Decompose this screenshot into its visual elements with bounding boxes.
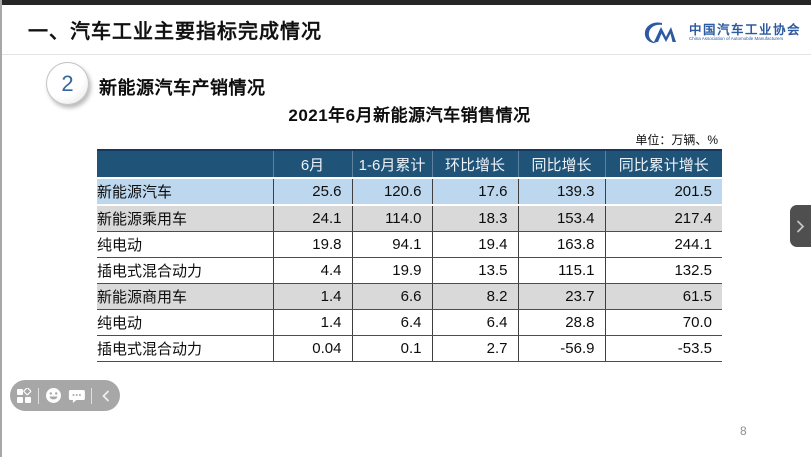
floating-toolbar <box>10 380 120 411</box>
sales-table: 6月 1-6月累计 环比增长 同比增长 同比累计增长 新能源汽车 25.6 120.6 17.… <box>97 149 722 362</box>
logo-name-en: China Association of Automobile Manufact… <box>688 36 784 42</box>
table-title: 2021年6月新能源汽车销售情况 <box>288 106 531 125</box>
value-cell: 61.5 <box>604 283 722 310</box>
association-logo: 中国汽车工业协会 China Association of Automobile… <box>642 19 801 47</box>
value-cell: 120.6 <box>351 178 432 206</box>
row-label: 插电式混合动力 <box>97 257 273 284</box>
column-header: 6月 <box>272 150 352 179</box>
column-header: 环比增长 <box>431 150 518 179</box>
table-row: 新能源汽车 25.6 120.6 17.6 139.3 201.5 <box>97 178 722 206</box>
row-label: 纯电动 <box>97 309 273 336</box>
row-label: 纯电动 <box>97 231 273 258</box>
page-number: 8 <box>740 424 747 438</box>
row-label: 新能源汽车 <box>97 178 273 206</box>
value-cell: 19.4 <box>431 231 518 258</box>
value-cell: 132.5 <box>604 257 722 284</box>
table-header-row: 6月 1-6月累计 环比增长 同比增长 同比累计增长 <box>97 150 722 179</box>
value-cell: 6.4 <box>351 309 432 336</box>
side-panel-tab[interactable] <box>790 205 811 247</box>
value-cell: 13.5 <box>431 257 518 284</box>
row-label: 插电式混合动力 <box>97 335 273 362</box>
table-row: 纯电动 1.4 6.4 6.4 28.8 70.0 <box>97 309 722 336</box>
table-row: 插电式混合动力 4.4 19.9 13.5 115.1 132.5 <box>97 257 722 284</box>
value-cell: 17.6 <box>431 178 518 206</box>
cam-logo-icon <box>644 22 676 44</box>
toolbar-separator <box>38 387 40 404</box>
collapse-left-icon[interactable] <box>97 387 115 405</box>
value-cell: 19.8 <box>272 231 352 258</box>
section-number-badge: 2 <box>46 62 89 105</box>
table-row: 插电式混合动力 0.04 0.1 2.7 -56.9 -53.5 <box>97 335 722 362</box>
column-header <box>97 150 273 179</box>
chevron-right-icon <box>797 220 805 232</box>
value-cell: 28.8 <box>517 309 605 336</box>
value-cell: 0.1 <box>351 335 432 362</box>
column-header: 1-6月累计 <box>351 150 432 179</box>
value-cell: -56.9 <box>517 335 605 362</box>
shapes-icon[interactable] <box>15 387 33 405</box>
value-cell: 19.9 <box>351 257 432 284</box>
value-cell: 1.4 <box>272 309 352 336</box>
value-cell: 217.4 <box>604 205 722 232</box>
value-cell: 4.4 <box>272 257 352 284</box>
value-cell: 201.5 <box>604 178 722 206</box>
value-cell: 153.4 <box>517 205 605 232</box>
window-left-border <box>0 0 2 457</box>
table-row: 新能源商用车 1.4 6.6 8.2 23.7 61.5 <box>97 283 722 310</box>
value-cell: 25.6 <box>272 178 352 206</box>
value-cell: 6.6 <box>351 283 432 310</box>
column-header: 同比增长 <box>517 150 605 179</box>
column-header: 同比累计增长 <box>604 150 722 179</box>
value-cell: 23.7 <box>517 283 605 310</box>
value-cell: 0.04 <box>272 335 352 362</box>
value-cell: 115.1 <box>517 257 605 284</box>
toolbar-separator <box>90 387 92 404</box>
value-cell: 139.3 <box>517 178 605 206</box>
value-cell: 114.0 <box>351 205 432 232</box>
value-cell: 94.1 <box>351 231 432 258</box>
window-top-bar <box>0 0 811 5</box>
value-cell: -53.5 <box>604 335 722 362</box>
value-cell: 6.4 <box>431 309 518 336</box>
value-cell: 18.3 <box>431 205 518 232</box>
table-body: 新能源汽车 25.6 120.6 17.6 139.3 201.5 新能源乘用车 24.1 11… <box>97 178 722 362</box>
value-cell: 2.7 <box>431 335 518 362</box>
table-row: 纯电动 19.8 94.1 19.4 163.8 244.1 <box>97 231 722 258</box>
row-label: 新能源商用车 <box>97 283 273 310</box>
unit-label: 单位：万辆、% <box>635 133 718 147</box>
section-title: 新能源汽车产销情况 <box>99 78 266 98</box>
comment-icon[interactable] <box>68 387 86 405</box>
value-cell: 8.2 <box>431 283 518 310</box>
value-cell: 70.0 <box>604 309 722 336</box>
row-label: 新能源乘用车 <box>97 205 273 232</box>
value-cell: 1.4 <box>272 283 352 310</box>
header-divider <box>2 54 811 55</box>
logo-name-cn: 中国汽车工业协会 <box>688 22 801 37</box>
value-cell: 24.1 <box>272 205 352 232</box>
table-row: 新能源乘用车 24.1 114.0 18.3 153.4 217.4 <box>97 205 722 232</box>
value-cell: 163.8 <box>517 231 605 258</box>
value-cell: 244.1 <box>604 231 722 258</box>
header-row: 6月 1-6月累计 环比增长 同比增长 同比累计增长 <box>97 150 722 179</box>
slide-headline: 一、汽车工业主要指标完成情况 <box>28 21 322 43</box>
smiley-icon[interactable] <box>44 387 62 405</box>
